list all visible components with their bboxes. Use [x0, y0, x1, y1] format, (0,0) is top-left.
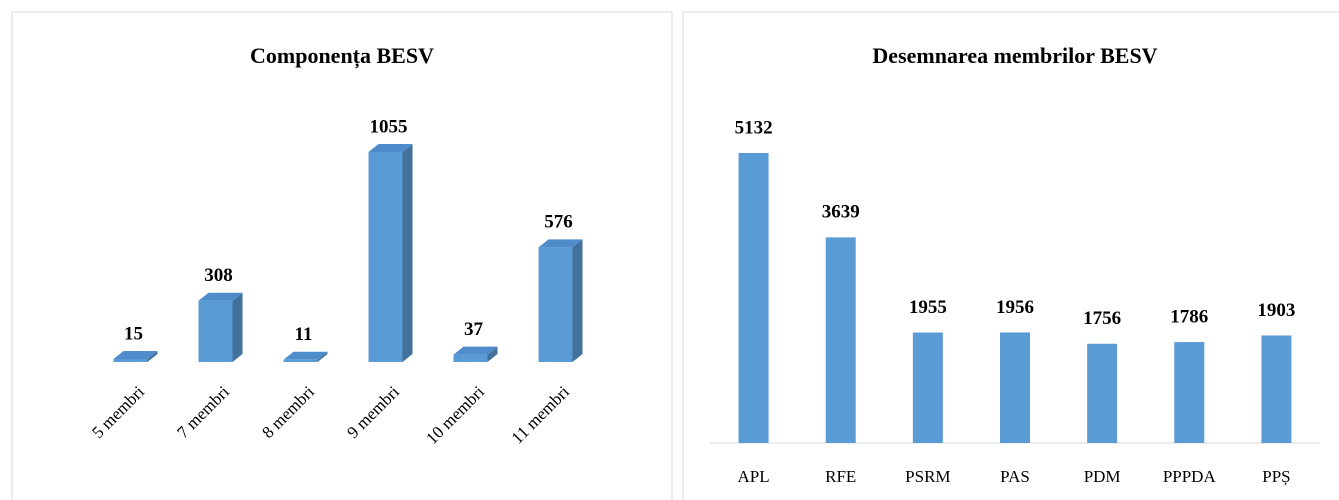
bar-top: [538, 239, 583, 248]
x-tick-label: 9 membri: [343, 382, 403, 442]
bar: [283, 359, 318, 362]
bar: [1261, 335, 1292, 443]
bar-side: [402, 144, 413, 362]
bar: [1174, 342, 1205, 443]
panel: [11, 11, 673, 500]
value-label: 1903: [1257, 300, 1295, 321]
bar: [538, 247, 573, 362]
bar-top: [283, 351, 328, 360]
bar-top: [113, 351, 158, 360]
x-tick-label: 10 membri: [422, 382, 488, 448]
x-tick-label: APL: [738, 467, 770, 486]
x-tick-label: PSRM: [905, 467, 950, 486]
bar: [1000, 332, 1030, 443]
value-label: 1956: [996, 297, 1034, 318]
chart-title: Desemnarea membrilor BESV: [872, 43, 1157, 68]
value-label: 308: [204, 265, 233, 286]
value-label: 11: [295, 324, 313, 345]
bar-top: [453, 346, 498, 355]
chart-title: Componența BESV: [250, 43, 434, 69]
value-label: 15: [124, 323, 143, 344]
bar: [738, 153, 769, 443]
x-tick-label: 7 membri: [173, 382, 233, 442]
bar: [368, 152, 403, 362]
panel: [682, 11, 1339, 500]
bar: [113, 359, 148, 362]
bar-side: [232, 292, 243, 362]
bar-side: [487, 346, 498, 362]
bar-side: [572, 239, 583, 362]
x-tick-label: PDM: [1084, 467, 1121, 486]
x-tick-label: PPPDA: [1163, 467, 1217, 486]
x-tick-label: PAS: [1000, 467, 1030, 486]
x-tick-label: 8 membri: [258, 382, 318, 442]
value-label: 3639: [822, 202, 860, 223]
bar-side: [317, 351, 328, 362]
value-label: 5132: [735, 117, 773, 138]
bar-top: [198, 292, 243, 301]
value-label: 37: [464, 319, 484, 340]
bar-side: [147, 351, 158, 362]
value-label: 1055: [370, 116, 408, 137]
x-tick-label: RFE: [825, 467, 856, 486]
value-label: 1786: [1170, 306, 1208, 327]
bar: [1087, 343, 1118, 443]
bar: [453, 354, 488, 362]
bar: [198, 300, 233, 362]
value-label: 1756: [1083, 308, 1121, 329]
bar: [912, 332, 943, 443]
bar-top: [368, 144, 413, 152]
x-tick-label: 5 membri: [88, 382, 148, 442]
value-label: 576: [544, 212, 573, 233]
x-tick-label: PPȘ: [1262, 467, 1290, 486]
value-label: 1955: [909, 297, 947, 318]
bar: [825, 237, 856, 443]
x-tick-label: 11 membri: [508, 382, 574, 448]
